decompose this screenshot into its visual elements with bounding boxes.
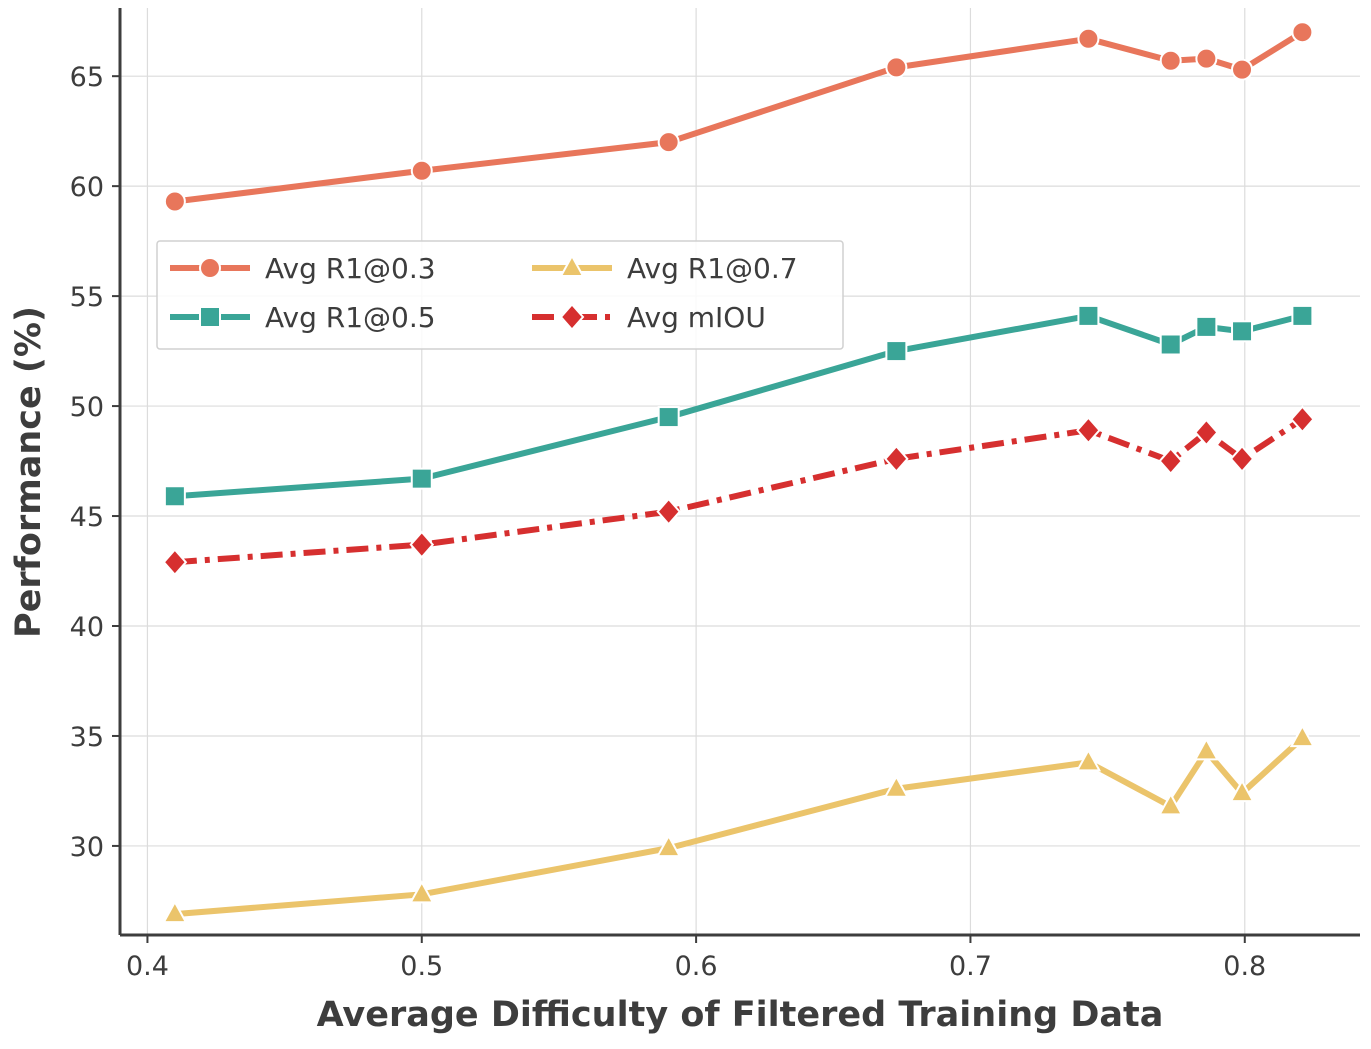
- x-tick-label: 0.5: [400, 951, 443, 982]
- legend-item: Avg R1@0.7: [532, 252, 798, 285]
- diamond-marker: [1229, 444, 1255, 473]
- square-marker: [1077, 304, 1100, 327]
- triangle-marker: [883, 774, 910, 798]
- y-tick-label: 50: [70, 392, 104, 423]
- diamond-marker: [1194, 418, 1219, 447]
- series-avg-r1-0-3: [163, 21, 1314, 213]
- triangle-marker: [559, 253, 585, 277]
- y-tick-label: 65: [70, 62, 104, 93]
- square-marker: [199, 306, 221, 328]
- triangle-marker: [1158, 792, 1184, 816]
- square-marker: [1231, 320, 1254, 343]
- series-avg-miou: [162, 405, 1315, 577]
- square-marker: [163, 485, 186, 508]
- legend-label: Avg R1@0.3: [265, 252, 436, 285]
- y-tick-label: 55: [70, 282, 104, 313]
- circle-marker: [410, 159, 433, 182]
- square-marker: [885, 340, 908, 363]
- x-tick-label: 0.8: [1223, 951, 1266, 982]
- series-avg-r1-0-7: [162, 724, 1316, 924]
- series-line: [174, 416, 1305, 566]
- diamond-marker: [559, 302, 585, 332]
- y-tick-label: 40: [70, 612, 104, 643]
- triangle-marker: [162, 900, 188, 924]
- square-marker: [1195, 315, 1218, 338]
- legend-box: [156, 240, 844, 350]
- diamond-marker: [162, 548, 188, 577]
- legend-item: Avg mIOU: [532, 301, 766, 334]
- triangle-marker: [409, 880, 435, 904]
- triangle-marker: [655, 834, 682, 858]
- diamond-marker: [1158, 447, 1184, 476]
- series-line: [174, 735, 1305, 918]
- triangle-marker: [1289, 724, 1316, 748]
- y-tick-label: 60: [70, 172, 104, 203]
- legend: Avg R1@0.3 Avg R1@0.5 Avg R1@0.7 Avg mIOU: [156, 240, 844, 350]
- circle-marker: [163, 190, 186, 213]
- diamond-marker: [409, 530, 435, 559]
- series-avg-r1-0-5: [163, 304, 1314, 508]
- y-tick-label: 45: [70, 502, 104, 533]
- circle-marker: [885, 56, 908, 79]
- diamond-marker: [1076, 416, 1101, 445]
- legend-label: Avg R1@0.7: [627, 252, 798, 285]
- legend-label: Avg R1@0.5: [265, 301, 436, 334]
- series-line: [174, 29, 1304, 205]
- square-marker: [410, 467, 433, 490]
- diamond-marker: [1290, 405, 1315, 434]
- circle-marker: [1077, 27, 1100, 50]
- x-tick-label: 0.4: [126, 951, 169, 982]
- triangle-marker: [1193, 737, 1220, 761]
- x-tick-label: 0.7: [949, 951, 992, 982]
- circle-marker: [1195, 47, 1218, 70]
- legend-item: Avg R1@0.3: [170, 252, 436, 285]
- axes: 0.4 0.5 0.6 0.7 0.8 30 35 40 45 50 55 60 65: [70, 8, 1360, 982]
- diamond-marker: [656, 497, 682, 526]
- triangle-marker: [1229, 779, 1255, 803]
- diamond-marker: [884, 444, 909, 473]
- square-marker: [657, 406, 680, 429]
- legend-item: Avg R1@0.5: [170, 301, 436, 334]
- square-marker: [1159, 333, 1182, 356]
- series-lines: [162, 21, 1316, 924]
- circle-marker: [1231, 58, 1254, 81]
- y-axis-label: Performance (%): [9, 306, 49, 638]
- legend-label: Avg mIOU: [627, 301, 766, 334]
- circle-marker: [1159, 49, 1182, 72]
- x-axis-label: Average Difficulty of Filtered Training …: [317, 995, 1164, 1035]
- y-tick-label: 35: [70, 722, 104, 753]
- circle-marker: [199, 257, 221, 279]
- circle-marker: [657, 131, 680, 154]
- y-tick-label: 30: [70, 832, 104, 863]
- x-tick-label: 0.6: [675, 951, 718, 982]
- square-marker: [1291, 304, 1314, 327]
- circle-marker: [1291, 21, 1314, 44]
- triangle-marker: [1075, 748, 1102, 772]
